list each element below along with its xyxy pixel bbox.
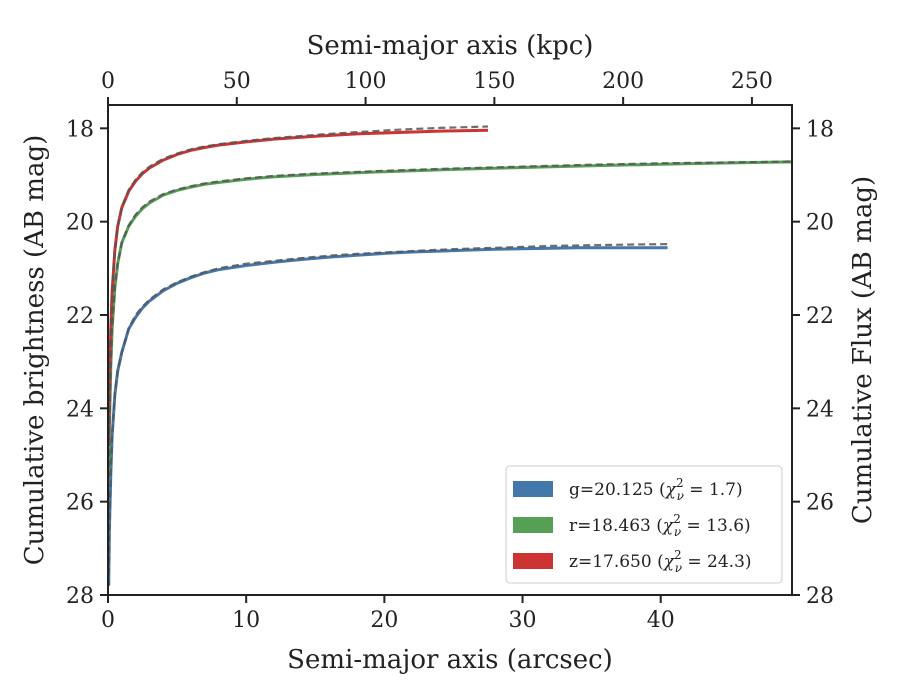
top-x-tick-label: 200 [602,69,644,94]
plot-lines [107,125,793,586]
legend: g=20.125 (χ2 ν = 1.7) r=18.463 (χ2 ν = 13.6… [505,465,783,584]
plot-frame [107,104,793,596]
legend-label-g: g=20.125 (χ2 ν = 1.7) [569,476,743,503]
ticks: 0 10 20 30 40 0 50 100 150 200 250 18 18 20 20 22 22 24 24… [66,69,834,633]
top-x-tick-label: 50 [223,69,251,94]
legend-swatch-z [513,553,553,569]
top-x-tick-label: 250 [731,69,773,94]
top-x-tick-label: 0 [101,69,115,94]
top-axis-title: Semi-major axis (kpc) [307,31,594,61]
y-tick-label: 24 [66,397,94,422]
top-x-tick-label: 100 [345,69,387,94]
top-x-tick-label: 150 [473,69,515,94]
series-line-r [107,160,793,479]
y-tick-label: 28 [66,584,94,609]
legend-label-r: r=18.463 (χ2 ν = 13.6) [569,512,751,539]
x-tick-label: 10 [232,608,260,633]
y-tick-label: 22 [66,304,94,329]
legend-swatch-r [513,517,553,533]
right-y-tick-label: 22 [806,304,834,329]
right-y-tick-label: 24 [806,397,834,422]
x-tick-label: 40 [647,608,675,633]
fit-line-z [107,125,489,446]
y-axis-title: Cumulative brightness (AB mag) [20,135,50,566]
fit-line-r [107,160,793,479]
x-axis-title: Semi-major axis (arcsec) [287,645,613,675]
legend-box [505,465,783,584]
x-tick-label: 20 [370,608,398,633]
y-tick-label: 26 [66,491,94,516]
right-axis-title: Cumulative Flux (AB mag) [848,176,878,524]
right-y-tick-label: 26 [806,491,834,516]
right-y-tick-label: 18 [806,117,834,142]
fit-line-g [107,243,668,586]
legend-label-z: z=17.650 (χ2 ν = 24.3) [569,548,752,575]
right-y-tick-label: 20 [806,211,834,236]
y-tick-label: 18 [66,117,94,142]
legend-swatch-g [513,481,553,497]
x-tick-label: 0 [101,608,115,633]
y-tick-label: 20 [66,211,94,236]
right-y-tick-label: 28 [806,584,834,609]
x-tick-label: 30 [509,608,537,633]
series-line-g [107,246,668,586]
